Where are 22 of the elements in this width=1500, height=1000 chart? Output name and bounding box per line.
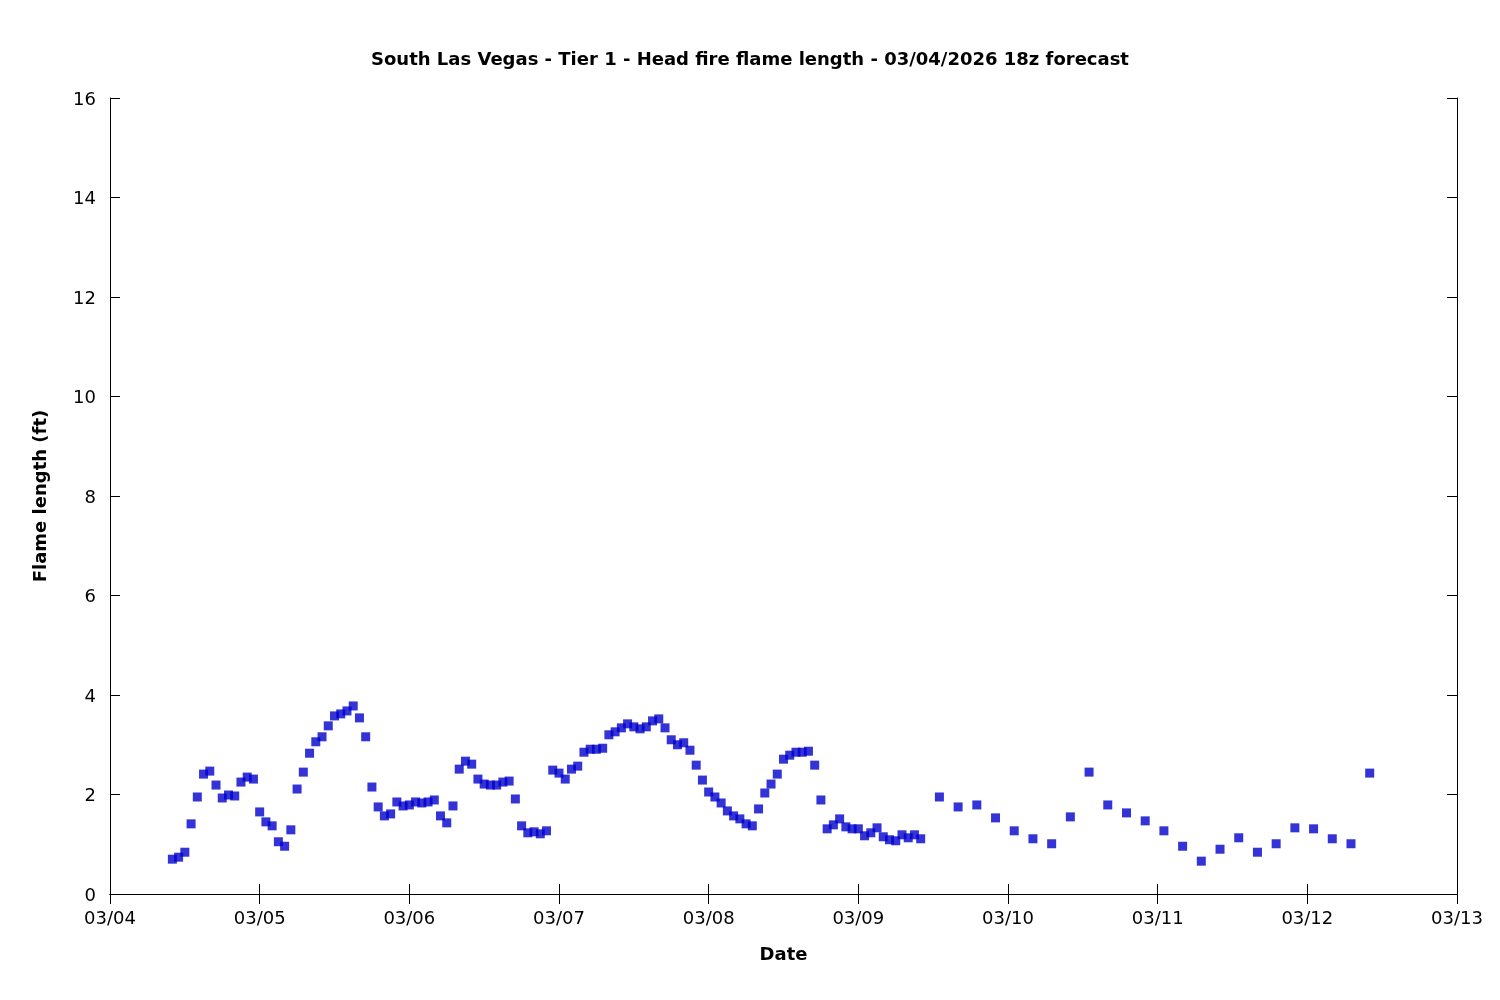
x-tick-label: 03/04 — [84, 906, 136, 928]
y-tick-label: 10 — [73, 386, 96, 407]
chart-title: South Las Vegas - Tier 1 - Head fire flame length - 03/04/2026 18z forecast — [371, 47, 1130, 69]
x-tick-label: 03/07 — [533, 906, 585, 928]
x-tick-label: 03/13 — [1431, 906, 1483, 928]
x-tick-label: 03/12 — [1281, 906, 1334, 928]
y-tick-label: 6 — [84, 585, 96, 606]
x-tick-label: 03/11 — [1131, 906, 1184, 928]
x-tick-label: 03/10 — [982, 906, 1034, 928]
y-axis-title: Flame length (ft) — [28, 409, 50, 583]
y-tick-label: 0 — [84, 883, 96, 905]
x-tick-label: 03/09 — [832, 906, 885, 928]
x-axis-title: Date — [759, 942, 808, 964]
y-tick-label: 4 — [84, 684, 96, 706]
x-tick-label: 03/08 — [682, 906, 735, 928]
y-tick-label: 8 — [84, 485, 96, 507]
y-tick-label: 12 — [73, 286, 96, 308]
x-tick-label: 03/06 — [383, 906, 436, 928]
y-tick-label: 2 — [84, 784, 96, 805]
y-tick-label: 16 — [73, 87, 96, 109]
y-tick-label: 14 — [73, 187, 96, 208]
x-tick-label: 03/05 — [233, 906, 286, 928]
